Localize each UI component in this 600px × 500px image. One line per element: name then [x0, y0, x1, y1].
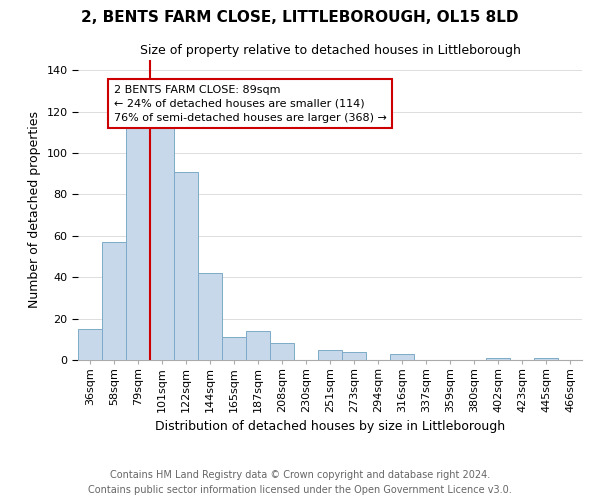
Bar [246, 331, 270, 360]
Bar [222, 337, 246, 360]
Bar [126, 124, 150, 360]
Text: Contains HM Land Registry data © Crown copyright and database right 2024.
Contai: Contains HM Land Registry data © Crown c… [88, 470, 512, 495]
Bar [318, 350, 342, 360]
Title: Size of property relative to detached houses in Littleborough: Size of property relative to detached ho… [140, 44, 520, 58]
Bar [486, 358, 510, 360]
Bar [150, 118, 174, 360]
Bar [174, 172, 198, 360]
Text: 2, BENTS FARM CLOSE, LITTLEBOROUGH, OL15 8LD: 2, BENTS FARM CLOSE, LITTLEBOROUGH, OL15… [81, 10, 519, 25]
Bar [342, 352, 366, 360]
Bar [78, 329, 102, 360]
Y-axis label: Number of detached properties: Number of detached properties [28, 112, 41, 308]
Bar [198, 273, 222, 360]
Bar [270, 344, 294, 360]
Bar [534, 358, 558, 360]
Text: 2 BENTS FARM CLOSE: 89sqm
← 24% of detached houses are smaller (114)
76% of semi: 2 BENTS FARM CLOSE: 89sqm ← 24% of detac… [114, 85, 387, 123]
X-axis label: Distribution of detached houses by size in Littleborough: Distribution of detached houses by size … [155, 420, 505, 434]
Bar [390, 354, 414, 360]
Bar [102, 242, 126, 360]
